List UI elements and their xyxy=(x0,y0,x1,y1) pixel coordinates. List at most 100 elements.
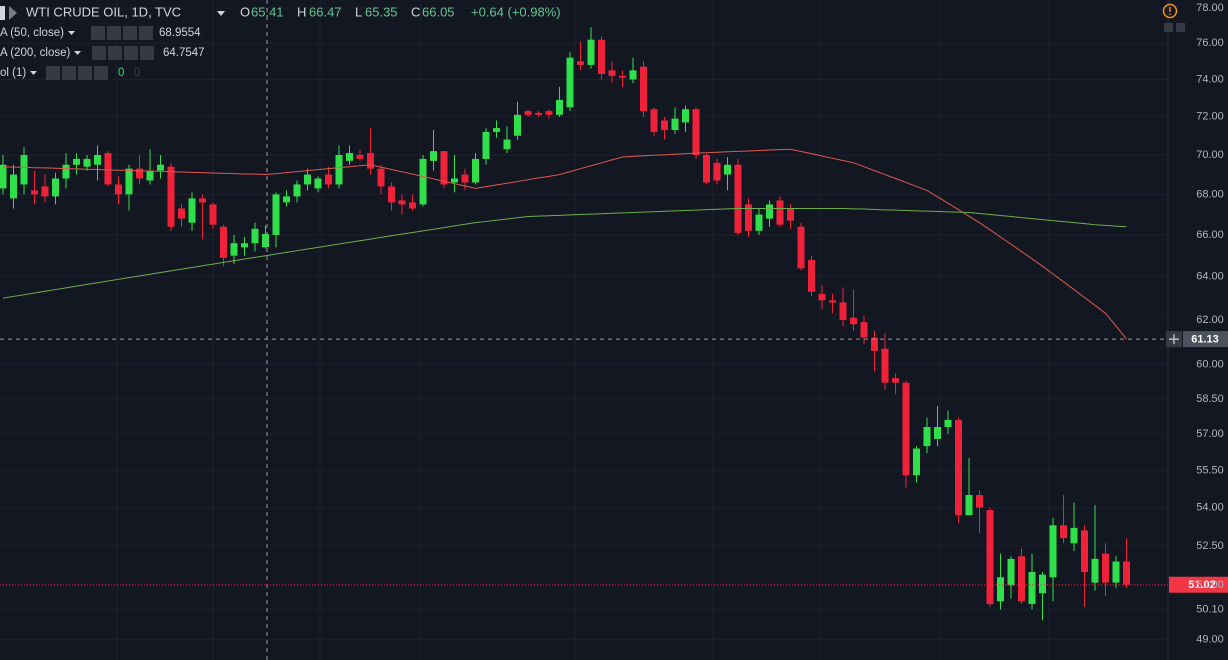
indicator-name: A (50, close) xyxy=(0,27,64,39)
candle-body xyxy=(934,427,941,439)
candle-body xyxy=(430,151,437,161)
y-tick-label: 68.00 xyxy=(1196,188,1224,200)
button[interactable] xyxy=(46,66,60,80)
candle-body xyxy=(482,131,490,159)
y-tick-label: 54.00 xyxy=(1196,502,1224,514)
candle-body xyxy=(913,448,920,476)
y-tick-label: 76.00 xyxy=(1196,37,1224,49)
icon xyxy=(9,6,17,20)
candle-body xyxy=(73,158,80,165)
candle-body xyxy=(94,155,101,165)
candle-body xyxy=(566,57,574,108)
candle-body xyxy=(545,111,553,115)
button[interactable] xyxy=(140,46,154,60)
candle-body xyxy=(356,155,364,159)
y-tick-label: 72.00 xyxy=(1196,111,1224,123)
button[interactable] xyxy=(1164,23,1173,32)
price-grid xyxy=(0,7,1168,641)
change: +0.64 (+0.98%) xyxy=(471,4,561,19)
candle-body xyxy=(10,174,17,199)
candle-body xyxy=(136,168,143,179)
candle-body xyxy=(997,577,1004,602)
candle-body xyxy=(986,510,994,605)
button[interactable] xyxy=(62,66,76,80)
candle-body xyxy=(83,158,91,167)
button[interactable] xyxy=(123,26,137,40)
indicator-buttons[interactable] xyxy=(46,66,108,80)
y-tick-label: 74.00 xyxy=(1196,73,1224,85)
candle-body xyxy=(766,204,773,219)
candle-body xyxy=(787,208,794,221)
candle-body xyxy=(514,114,521,136)
button[interactable] xyxy=(78,66,92,80)
candle-body xyxy=(808,259,815,292)
ohlc-label: O xyxy=(240,4,250,19)
y-tick-label: 64.00 xyxy=(1196,271,1224,283)
candle-body xyxy=(52,178,59,197)
button[interactable] xyxy=(94,66,108,80)
candle-body xyxy=(671,118,679,131)
y-tick-label: 58.50 xyxy=(1196,393,1224,405)
crosshair-plus xyxy=(1169,334,1179,345)
candle-body xyxy=(724,164,731,175)
candle-body xyxy=(409,202,416,209)
indicator-buttons[interactable] xyxy=(91,26,153,40)
button[interactable] xyxy=(124,46,138,60)
candle-body xyxy=(188,198,196,223)
indicator-buttons[interactable] xyxy=(92,46,154,60)
candle-body xyxy=(535,112,542,115)
last-price-box xyxy=(1169,576,1228,593)
ohlc-label: C xyxy=(411,4,420,19)
candle-body xyxy=(115,184,122,195)
button[interactable] xyxy=(139,26,153,40)
candle-body xyxy=(251,228,259,244)
candle-body xyxy=(472,158,479,183)
button[interactable] xyxy=(107,26,121,40)
y-tick-label: 70.00 xyxy=(1196,149,1224,161)
ohlc-value: 65.41 xyxy=(251,4,284,19)
candle-body xyxy=(1028,571,1036,605)
candle-body xyxy=(419,158,427,205)
y-tick-label: 78.00 xyxy=(1196,2,1224,14)
candle-body xyxy=(377,168,385,187)
dropdown-caret xyxy=(217,11,225,16)
candle-body xyxy=(881,348,889,383)
candle-body xyxy=(682,109,689,123)
volume-value: 0 xyxy=(118,67,124,79)
button[interactable] xyxy=(108,46,122,60)
dropdown-caret xyxy=(74,51,81,55)
candle-body xyxy=(587,39,595,65)
candle-body xyxy=(944,419,952,428)
volume-value: 0 xyxy=(134,67,140,79)
candle-body xyxy=(892,378,899,383)
y-tick-label: 52.50 xyxy=(1196,540,1224,552)
y-tick-label: 66.00 xyxy=(1196,229,1224,241)
candle-body xyxy=(650,109,658,132)
candle-body xyxy=(335,155,343,185)
candle-body xyxy=(1102,553,1109,583)
candle-body xyxy=(577,61,584,65)
indicator-value: 68.9554 xyxy=(159,27,201,39)
candle-body xyxy=(556,99,563,115)
y-tick-label: 55.50 xyxy=(1196,464,1224,476)
candle-body xyxy=(619,75,626,78)
time-grid xyxy=(116,0,1050,660)
candle-body xyxy=(1091,558,1099,583)
ohlc-label: H xyxy=(297,4,306,19)
candle-body xyxy=(367,153,374,169)
candle-body xyxy=(1018,556,1025,602)
candle-body xyxy=(776,200,784,225)
ohlc-value: 66.47 xyxy=(309,4,342,19)
top-right-icons xyxy=(1162,3,1185,32)
candle-body xyxy=(1081,530,1088,572)
button[interactable] xyxy=(92,46,106,60)
candle-body xyxy=(734,164,742,233)
button[interactable] xyxy=(91,26,105,40)
button[interactable] xyxy=(1176,23,1185,32)
indicator-name: ol (1) xyxy=(0,67,26,79)
y-tick-label: 50.10 xyxy=(1196,603,1224,615)
alert-icon[interactable] xyxy=(1162,3,1178,19)
candle-body xyxy=(125,168,133,195)
